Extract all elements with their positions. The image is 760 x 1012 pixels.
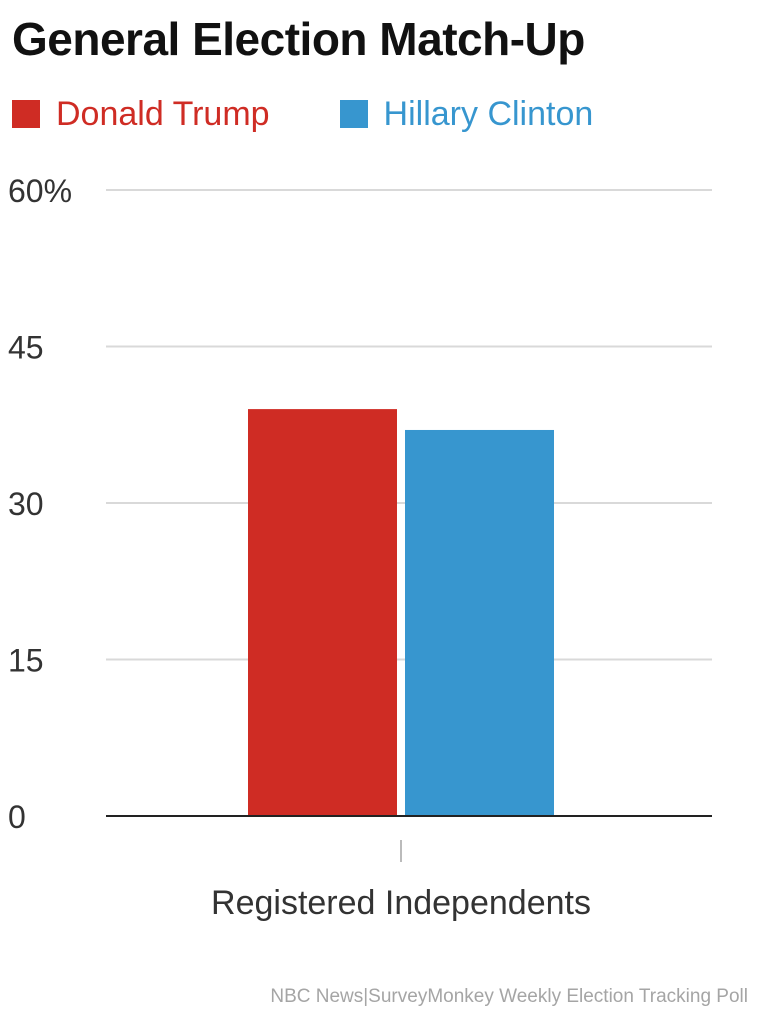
chart-legend: Donald Trump Hillary Clinton	[12, 92, 663, 136]
x-tick-label: Registered Independents	[211, 884, 591, 922]
legend-swatch-trump	[12, 100, 40, 128]
bar	[248, 409, 397, 816]
chart-title: General Election Match-Up	[12, 13, 585, 65]
chart-source-note: NBC News|SurveyMonkey Weekly Election Tr…	[270, 986, 748, 1007]
y-tick-label: 30	[8, 486, 44, 522]
legend-swatch-clinton	[339, 100, 368, 128]
bar	[405, 429, 554, 816]
legend-label-clinton: Hillary Clinton	[383, 95, 594, 133]
y-tick-label: 15	[8, 643, 44, 679]
legend-item-trump: Donald Trump	[12, 92, 270, 136]
y-tick-label: 0	[8, 799, 26, 835]
y-tick-label: 60%	[8, 173, 72, 209]
legend-label-trump: Donald Trump	[56, 95, 270, 133]
legend-item-clinton: Hillary Clinton	[339, 92, 594, 136]
y-tick-label: 45	[8, 330, 44, 366]
